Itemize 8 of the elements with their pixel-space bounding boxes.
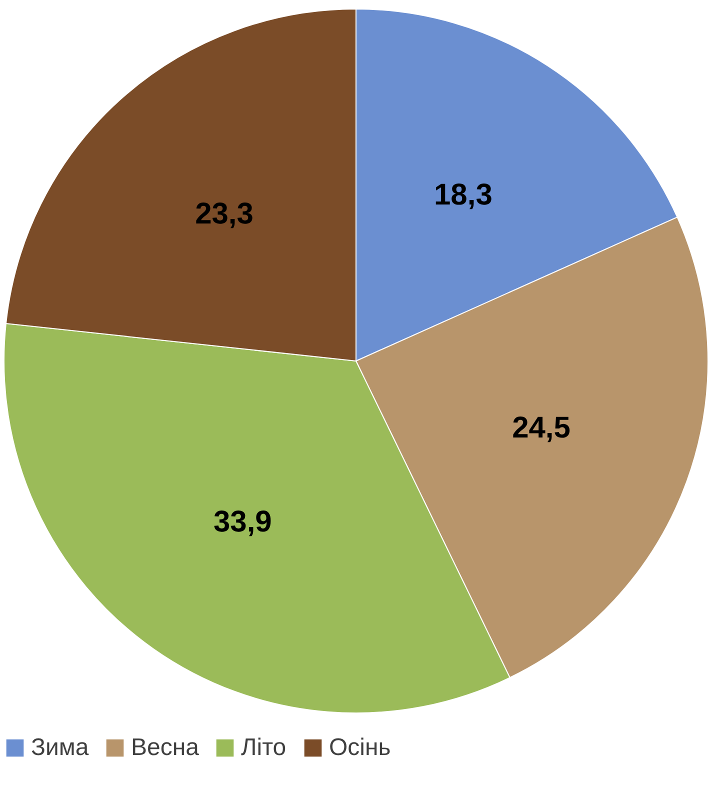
data-label: 33,9 — [213, 505, 272, 538]
legend-label: Літо — [241, 734, 286, 761]
data-label: 18,3 — [434, 178, 492, 212]
legend-label: Весна — [131, 734, 200, 761]
legend-label: Осінь — [329, 734, 391, 761]
legend-label: Зима — [31, 734, 90, 761]
data-label: 24,5 — [512, 411, 570, 444]
data-label: 23,3 — [195, 197, 254, 230]
